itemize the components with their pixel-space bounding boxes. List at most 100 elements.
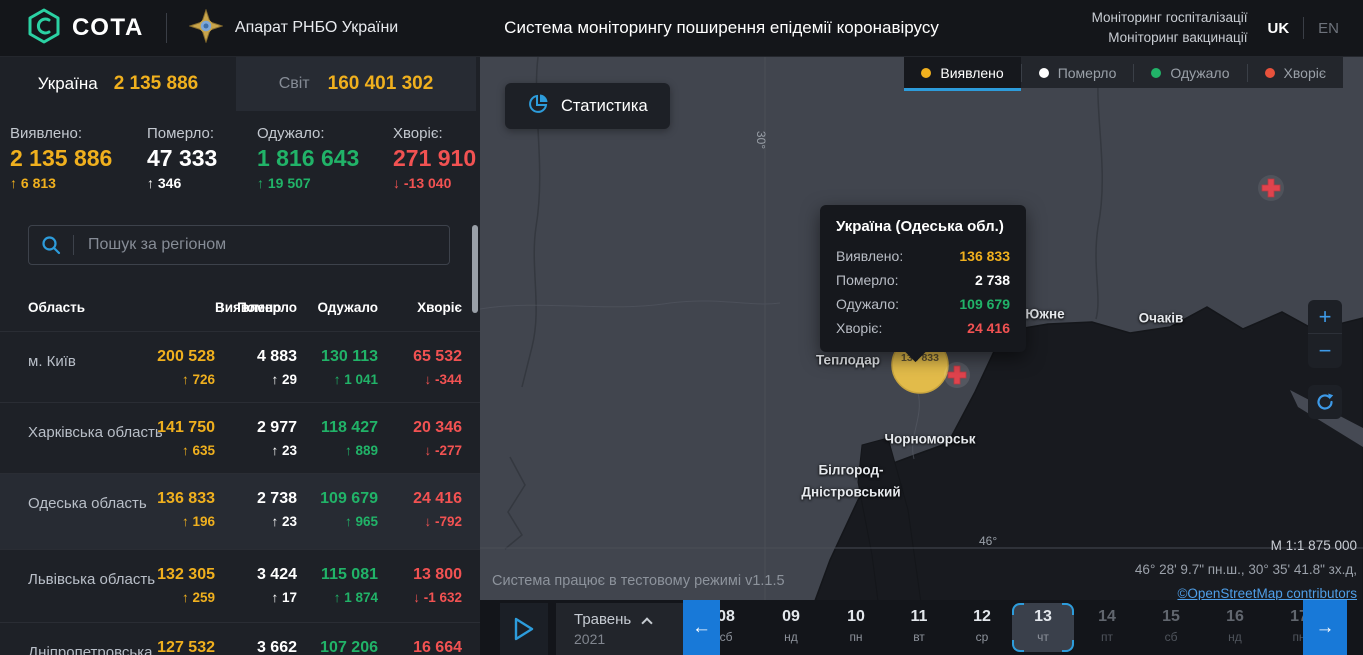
sidebar-scrollbar[interactable]	[472, 225, 478, 313]
top-header: СОТА Апарат РНБО України Система монітор…	[0, 0, 1363, 57]
world-name: Світ	[278, 75, 310, 92]
stat-value: 271 910	[393, 145, 477, 171]
column-died[interactable]: Померло	[237, 300, 297, 315]
month-selector[interactable]: Травень 2021	[556, 603, 683, 655]
stat-delta: ↓ -13 040	[393, 175, 452, 191]
frame-corner	[1062, 603, 1074, 615]
sick-value: 20 346	[413, 419, 462, 436]
lang-uk-button[interactable]: UK	[1267, 19, 1290, 37]
legend-tab-died[interactable]: Померло	[1022, 57, 1134, 88]
region-name: Харківська область	[28, 424, 163, 441]
header-right: Моніторинг госпіталізації Моніторинг вак…	[1092, 8, 1339, 48]
sick-delta: ↓ -344	[424, 372, 462, 387]
day-11[interactable]: 11 вт	[910, 608, 928, 644]
column-sick[interactable]: Хворіє	[417, 300, 462, 315]
legend-tab-detected[interactable]: Виявлено	[904, 57, 1022, 91]
recovered-value: 118 427	[321, 419, 378, 436]
died-delta: ↑ 29	[271, 372, 297, 387]
table-row-kharkiv[interactable]: Харківська область 141 750 ↑ 635 2 977 ↑ 2…	[0, 402, 480, 473]
table-header: Область Виявлено ↓ Померло Одужало Хворіє	[28, 300, 462, 315]
day-16[interactable]: 16 нд	[1226, 608, 1244, 644]
legend-divider	[1133, 63, 1135, 82]
day-15[interactable]: 15 сб	[1162, 608, 1180, 644]
statistics-button[interactable]: Статистика	[505, 83, 670, 129]
tooltip-value: 136 833	[959, 248, 1010, 264]
town-label-bilhorod-line1: Білгород-	[818, 462, 884, 478]
search-input[interactable]	[74, 236, 449, 254]
search-icon[interactable]	[29, 235, 73, 255]
region-name: Одеська область	[28, 495, 147, 512]
brand-logo[interactable]: СОТА	[26, 8, 144, 49]
stat-delta: ↑ 19 507	[257, 175, 311, 191]
tooltip-value: 109 679	[959, 296, 1010, 312]
legend-divider	[1020, 63, 1022, 82]
died-delta: ↑ 17	[271, 590, 297, 605]
town-label-teplodar: Теплодар	[815, 352, 881, 368]
play-button[interactable]	[500, 603, 548, 655]
legend-tab-sick[interactable]: Хворіє	[1248, 57, 1343, 88]
stat-delta: ↑ 346	[147, 175, 182, 191]
stat-label: Одужало:	[257, 125, 325, 142]
detected-delta: ↑ 259	[181, 590, 215, 605]
stat-value: 2 135 886	[10, 145, 113, 171]
sick-value: 16 664	[413, 639, 462, 655]
day-12[interactable]: 12 ср	[973, 608, 991, 644]
town-label-chornomorsk: Чорноморськ	[884, 431, 976, 447]
day-14[interactable]: 14 пт	[1098, 608, 1116, 644]
header-divider	[165, 13, 167, 43]
column-region[interactable]: Область	[28, 300, 86, 315]
chevron-up-icon	[641, 616, 653, 629]
hospital-cross-icon[interactable]	[944, 362, 970, 388]
graticule-label-30: 30°	[754, 130, 769, 150]
recovered-value: 115 081	[321, 566, 378, 583]
map-canvas[interactable]: 136 833 Теплодар Южне Очаків Чорноморськ…	[480, 57, 1363, 655]
hospitalization-link[interactable]: Моніторинг госпіталізації	[1091, 10, 1248, 25]
map-controls: + −	[1308, 300, 1342, 419]
road-line	[480, 300, 781, 310]
day-08[interactable]: 08 сб	[717, 608, 735, 644]
region-tooltip: Україна (Одеська обл.) Виявлено: 136 833 …	[820, 205, 1026, 363]
selected-day-frame	[1012, 603, 1074, 652]
lang-en-button[interactable]: EN	[1318, 19, 1339, 37]
stat-label: Виявлено:	[10, 125, 83, 142]
prev-dates-button[interactable]: ←	[683, 600, 720, 655]
date-timeline: Травень 2021 ← 08 сб 09 нд 10 пн 11 вт 12 ср …	[480, 600, 1363, 655]
detected-value: 200 528	[157, 348, 215, 365]
legend-label: Хворіє	[1283, 64, 1326, 81]
table-row-dnipro[interactable]: Дніпропетровська 127 532 3 662 107 206 1…	[0, 622, 480, 655]
frame-corner	[1012, 603, 1024, 615]
died-value: 4 883	[256, 348, 297, 365]
page-title: Система моніторингу поширення епідемії к…	[504, 18, 939, 37]
zoom-in-button[interactable]: +	[1308, 300, 1342, 334]
day-10[interactable]: 10 пн	[847, 608, 865, 644]
month-label: Травень	[574, 611, 632, 628]
recovered-dot-icon	[1151, 67, 1162, 78]
osm-attribution-link[interactable]: ©OpenStreetMap contributors	[1177, 586, 1357, 601]
table-row-kyiv[interactable]: м. Київ 200 528 ↑ 726 4 883 ↑ 29 130 113 ↑ …	[0, 331, 480, 402]
next-dates-button[interactable]: →	[1303, 600, 1347, 655]
world-total-value: 160 401 302	[327, 73, 434, 94]
table-row-lviv[interactable]: Львівська область 132 305 ↑ 259 3 424 ↑ 17…	[0, 549, 480, 622]
legend-tab-recovered[interactable]: Одужало	[1134, 57, 1246, 88]
region-boundary	[1095, 57, 1103, 320]
recovered-delta: ↑ 965	[344, 514, 378, 529]
sick-delta: ↓ -277	[424, 443, 462, 458]
zoom-out-button[interactable]: −	[1308, 334, 1342, 368]
table-row-odesa-highlighted[interactable]: Одеська область 136 833 ↑ 196 2 738 ↑ 23 1…	[0, 473, 480, 549]
column-recovered[interactable]: Одужало	[317, 300, 378, 315]
rnbo-emblem-icon	[188, 7, 224, 48]
pie-chart-icon	[527, 93, 549, 120]
refresh-button[interactable]	[1308, 385, 1342, 419]
vaccination-link[interactable]: Моніторинг вакцинації	[1108, 30, 1248, 45]
hospital-cross-icon[interactable]	[1258, 175, 1284, 201]
recovered-delta: ↑ 1 874	[333, 590, 378, 605]
cota-hexagon-icon	[26, 8, 62, 49]
recovered-value: 109 679	[320, 490, 378, 507]
monitoring-links: Моніторинг госпіталізації Моніторинг вак…	[1092, 8, 1248, 48]
stat-value: 1 816 643	[257, 145, 360, 171]
died-delta: ↑ 23	[271, 443, 297, 458]
day-09[interactable]: 09 нд	[782, 608, 800, 644]
day-13-selected[interactable]: 13 чт	[1034, 608, 1052, 644]
sick-value: 24 416	[413, 490, 462, 507]
